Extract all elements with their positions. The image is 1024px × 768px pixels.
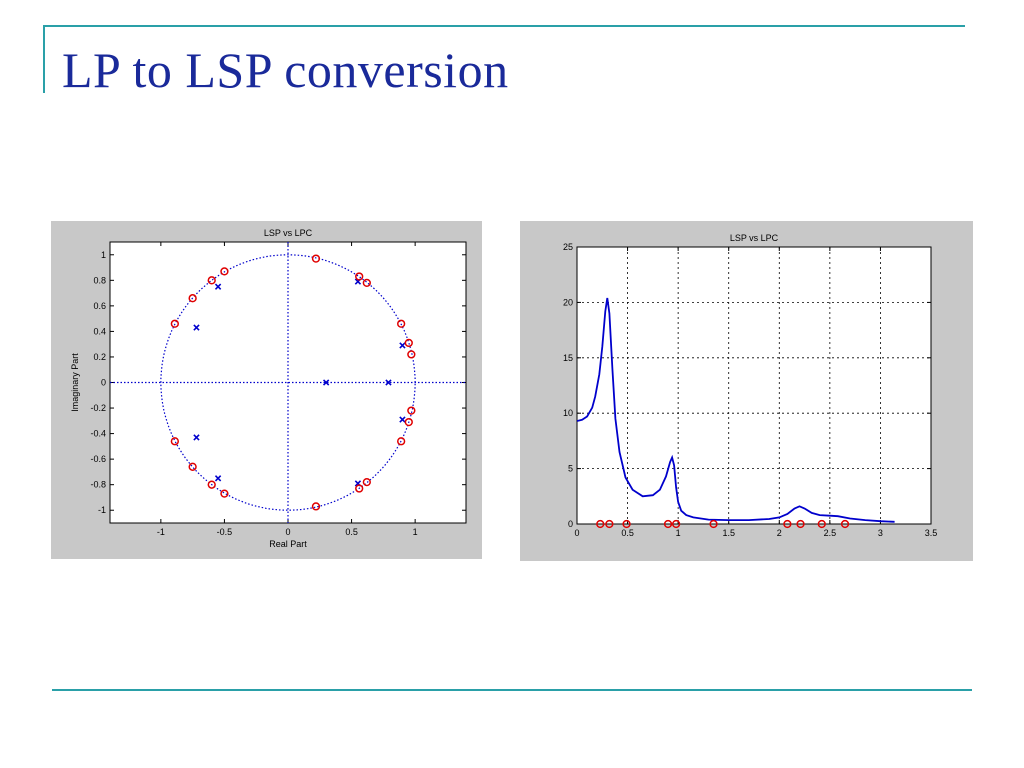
x-tick-label: 1.5 bbox=[722, 528, 735, 538]
pole-zero-chart: -1 -0.5 0 0.5 1 -1 -0.8 -0.6 -0.4 -0.2 0 0.2 0.4 0.6 0… bbox=[70, 228, 467, 549]
x-tick-label: 2.5 bbox=[824, 528, 837, 538]
lsp-marker bbox=[207, 276, 216, 285]
spectrum-chart: 0 0.5 1 1.5 2 2.5 3 3.5 0 5 10 15 20 25 LSP vs LPC bbox=[563, 233, 938, 538]
spectrum-figure: 0 0.5 1 1.5 2 2.5 3 3.5 0 5 10 15 20 25 LSP vs LPC bbox=[520, 221, 973, 561]
lsp-marker bbox=[188, 294, 197, 303]
x-tick-label: 2 bbox=[777, 528, 782, 538]
y-axis-label: Imaginary Part bbox=[70, 353, 80, 412]
title-left-rule bbox=[43, 25, 45, 93]
lsp-marker bbox=[311, 502, 321, 511]
unit-circle bbox=[160, 254, 416, 511]
spectrum-line bbox=[577, 297, 895, 523]
data-layer bbox=[110, 242, 466, 523]
lsp-marker bbox=[397, 319, 406, 328]
x-tick-label: 0.5 bbox=[621, 528, 634, 538]
x-tick-label: 3 bbox=[878, 528, 883, 538]
lsp-marker bbox=[407, 406, 416, 415]
x-tick-label: -0.5 bbox=[217, 527, 233, 537]
lsp-marker bbox=[355, 272, 364, 281]
pole-marker-stroke bbox=[399, 416, 406, 423]
lsp-marker bbox=[783, 519, 792, 529]
lsp-marker bbox=[220, 267, 229, 276]
x-tick-label: 0 bbox=[574, 528, 579, 538]
lsp-marker bbox=[362, 278, 371, 288]
x-tick-label: -1 bbox=[157, 527, 165, 537]
y-tick-label: 1 bbox=[101, 250, 106, 260]
pole-marker-stroke bbox=[399, 342, 406, 349]
pole-marker bbox=[193, 434, 200, 441]
x-tick-label: 1 bbox=[413, 527, 418, 537]
footer-rule bbox=[52, 689, 972, 691]
chart-title: LSP vs LPC bbox=[264, 228, 313, 238]
pole-marker bbox=[399, 342, 406, 349]
x-tick-label: 1 bbox=[676, 528, 681, 538]
pole-marker-stroke bbox=[214, 283, 222, 290]
y-tick-label: 0.6 bbox=[93, 301, 106, 311]
y-tick-label: 0 bbox=[568, 519, 573, 529]
lsp-marker bbox=[709, 519, 718, 529]
y-tick-label: -0.8 bbox=[90, 480, 106, 490]
pole-marker-stroke bbox=[322, 379, 330, 386]
lsp-marker bbox=[188, 462, 197, 471]
chart-title: LSP vs LPC bbox=[730, 233, 779, 243]
lsp-marker bbox=[605, 519, 614, 529]
y-tick-label: 25 bbox=[563, 242, 573, 252]
lsp-marker bbox=[355, 484, 364, 493]
x-tick-label: 0.5 bbox=[345, 527, 358, 537]
lsp-marker bbox=[622, 519, 631, 529]
y-tick-label: 0.8 bbox=[93, 275, 106, 285]
pole-marker-stroke bbox=[214, 475, 222, 482]
lsp-marker bbox=[362, 477, 371, 487]
lsp-marker bbox=[596, 519, 605, 529]
pole-marker-stroke bbox=[385, 379, 392, 386]
y-tick-label: 20 bbox=[563, 297, 573, 307]
y-tick-label: 0.2 bbox=[93, 352, 106, 362]
lsp-marker bbox=[207, 480, 216, 489]
slide-title: LP to LSP conversion bbox=[62, 42, 509, 98]
lsp-marker bbox=[671, 519, 681, 529]
pole-marker bbox=[322, 379, 330, 386]
lsp-marker bbox=[170, 319, 179, 328]
lsp-marker bbox=[663, 519, 673, 529]
pole-marker bbox=[385, 379, 392, 386]
plot-area bbox=[576, 246, 932, 525]
lsp-marker bbox=[311, 254, 321, 263]
x-tick-label: 3.5 bbox=[925, 528, 938, 538]
pole-marker-stroke bbox=[354, 480, 362, 487]
pole-zero-figure: -1 -0.5 0 0.5 1 -1 -0.8 -0.6 -0.4 -0.2 0 0.2 0.4 0.6 0… bbox=[51, 221, 482, 559]
lsp-marker bbox=[397, 437, 406, 446]
lsp-marker bbox=[404, 338, 413, 348]
pole-marker bbox=[193, 324, 200, 331]
pole-marker-stroke bbox=[193, 434, 200, 441]
y-tick-label: 0 bbox=[101, 378, 106, 388]
lsp-marker bbox=[404, 417, 413, 427]
pole-marker bbox=[214, 283, 222, 290]
pole-marker bbox=[214, 475, 222, 482]
lsp-marker bbox=[817, 519, 826, 529]
x-tick-label: 0 bbox=[285, 527, 290, 537]
lsp-marker bbox=[170, 437, 179, 446]
x-axis-label: Real Part bbox=[269, 539, 307, 549]
y-tick-label: -0.4 bbox=[90, 429, 106, 439]
pole-marker bbox=[399, 416, 406, 423]
y-tick-label: 5 bbox=[568, 464, 573, 474]
y-tick-label: 0.4 bbox=[93, 326, 106, 336]
y-tick-label: -0.6 bbox=[90, 454, 106, 464]
lsp-marker bbox=[840, 519, 850, 529]
lsp-marker bbox=[407, 350, 416, 359]
lsp-marker bbox=[220, 489, 229, 498]
title-top-rule bbox=[43, 25, 965, 27]
data-layer bbox=[577, 297, 895, 529]
pole-marker-stroke bbox=[193, 324, 200, 331]
y-tick-label: -0.2 bbox=[90, 403, 106, 413]
y-tick-label: -1 bbox=[98, 505, 106, 515]
y-tick-label: 10 bbox=[563, 408, 573, 418]
lsp-marker bbox=[796, 519, 805, 529]
y-tick-label: 15 bbox=[563, 353, 573, 363]
